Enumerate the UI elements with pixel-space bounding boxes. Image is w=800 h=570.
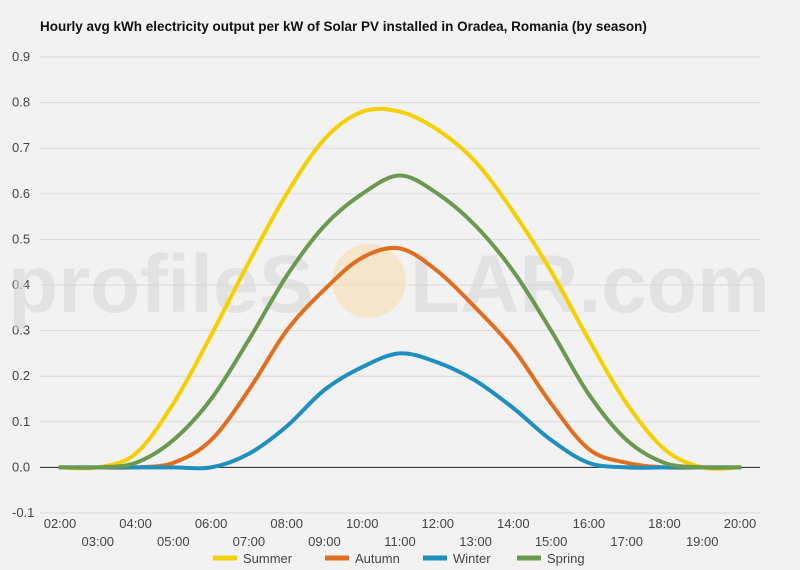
x-tick-label: 15:00: [535, 534, 568, 549]
y-tick-label: 0.4: [12, 277, 30, 292]
watermark-sun-icon: [332, 244, 406, 318]
x-tick-label: 17:00: [610, 534, 643, 549]
x-tick-label: 16:00: [573, 516, 606, 531]
x-tick-label: 12:00: [422, 516, 455, 531]
y-tick-label: 0.7: [12, 140, 30, 155]
y-tick-label: -0.1: [12, 505, 34, 520]
x-tick-label: 18:00: [648, 516, 681, 531]
x-tick-label: 06:00: [195, 516, 228, 531]
series-line-spring: [58, 173, 742, 470]
series-line-winter: [58, 351, 742, 471]
x-tick-label: 08:00: [270, 516, 303, 531]
y-tick-label: 0.8: [12, 95, 30, 110]
x-tick-label: 09:00: [308, 534, 341, 549]
series-line-autumn: [58, 245, 742, 470]
x-tick-label: 11:00: [384, 534, 416, 549]
y-tick-label: 0.1: [12, 414, 30, 429]
x-tick-label: 20:00: [724, 516, 757, 531]
x-tick-label: 10:00: [346, 516, 379, 531]
y-tick-label: 0.2: [12, 368, 30, 383]
watermark-text-right: LAR.com: [410, 239, 770, 330]
y-tick-label: 0.5: [12, 231, 30, 246]
y-tick-label: 0.6: [12, 186, 30, 201]
x-tick-label: 19:00: [686, 534, 719, 549]
x-tick-label: 03:00: [82, 534, 115, 549]
chart-title: Hourly avg kWh electricity output per kW…: [40, 19, 647, 34]
legend-label-autumn[interactable]: Autumn: [355, 551, 400, 566]
x-tick-label: 13:00: [459, 534, 492, 549]
x-tick-label: 05:00: [157, 534, 190, 549]
y-tick-label: 0.0: [12, 459, 30, 474]
legend-label-summer[interactable]: Summer: [243, 551, 293, 566]
watermark-text-left: profileS: [8, 239, 313, 330]
legend-label-winter[interactable]: Winter: [453, 551, 491, 566]
x-tick-label: 04:00: [119, 516, 152, 531]
x-tick-label: 02:00: [44, 516, 77, 531]
x-tick-label: 14:00: [497, 516, 530, 531]
y-tick-label: 0.3: [12, 323, 30, 338]
y-tick-label: 0.9: [12, 49, 30, 64]
x-tick-label: 07:00: [233, 534, 266, 549]
legend-label-spring[interactable]: Spring: [547, 551, 585, 566]
series-line-summer: [58, 106, 742, 471]
